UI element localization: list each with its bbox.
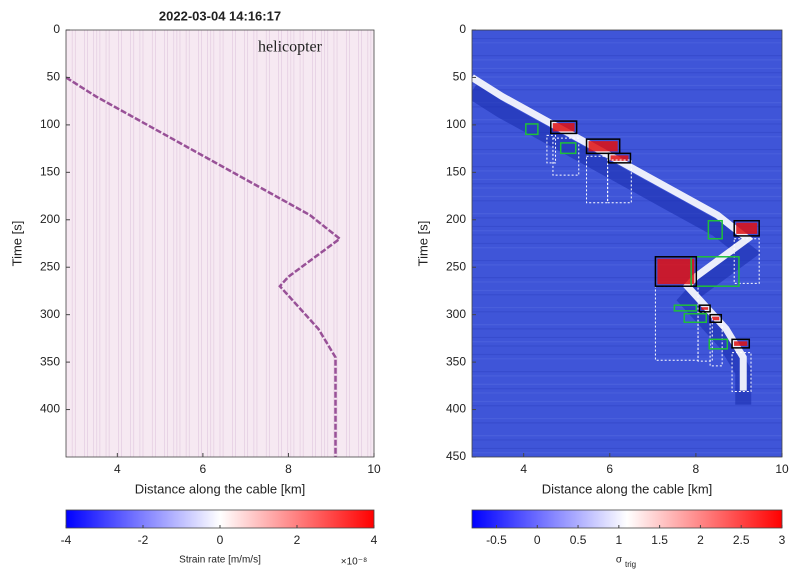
- green-box: [708, 338, 729, 350]
- green-box: [683, 312, 707, 324]
- y-tick-label: 0: [53, 22, 60, 36]
- detection-box: [733, 219, 760, 237]
- heatmap: [472, 30, 782, 457]
- x-tick-label: 8: [693, 462, 700, 476]
- colorbar-tick-label: 0.5: [570, 533, 587, 547]
- green-box: [525, 123, 539, 136]
- detection-box: [654, 256, 698, 287]
- window-box: [697, 312, 713, 362]
- y-tick-label: 150: [446, 165, 466, 179]
- y-tick-label: 200: [446, 212, 466, 226]
- colorbar-tick-label: 1: [615, 533, 622, 547]
- y-tick-label: 400: [40, 402, 60, 416]
- window-box: [546, 134, 557, 164]
- window-box: [733, 238, 760, 284]
- colorbar-tick-label: 0: [217, 533, 224, 547]
- y-tick-label: 150: [40, 165, 60, 179]
- x-tick-label: 4: [114, 462, 121, 476]
- colorbar-tick-label: 1.5: [651, 533, 668, 547]
- hot-spot: [610, 155, 629, 161]
- y-tick-label: 250: [40, 259, 60, 273]
- heatmap: [66, 30, 374, 457]
- x-tick-label: 8: [285, 462, 292, 476]
- track: [66, 76, 342, 457]
- green-box: [707, 219, 723, 240]
- hot-spot: [701, 307, 709, 310]
- green-box: [690, 256, 740, 287]
- y-tick-label: 100: [40, 117, 60, 131]
- hot-spot: [588, 141, 618, 152]
- detection-box: [709, 313, 723, 324]
- detection-box: [698, 304, 711, 313]
- x-tick-label: 10: [775, 462, 789, 476]
- y-axis-label: Time [s]: [9, 221, 24, 267]
- x-axis-label: Distance along the cable [km]: [135, 481, 306, 496]
- x-tick-label: 6: [200, 462, 207, 476]
- y-tick-label: 50: [453, 70, 467, 84]
- window-box: [709, 321, 723, 367]
- axes-frame: [471, 29, 783, 458]
- colorbar-tick-label: 2: [697, 533, 704, 547]
- colorbar-label-subscript: trig: [625, 560, 636, 569]
- y-tick-label: 0: [459, 22, 466, 36]
- colorbar: [471, 509, 783, 529]
- colorbar-tick-label: 2.5: [733, 533, 750, 547]
- x-axis-label: Distance along the cable [km]: [542, 481, 713, 496]
- y-tick-label: 300: [446, 307, 466, 321]
- y-axis-label: Time [s]: [415, 221, 430, 267]
- y-tick-label: 300: [40, 307, 60, 321]
- y-tick-label: 450: [446, 449, 466, 463]
- colorbar-label: σ: [616, 555, 623, 566]
- y-tick-label: 50: [47, 70, 61, 84]
- colorbar-tick-label: -0.5: [486, 533, 507, 547]
- y-tick-label: 350: [446, 354, 466, 368]
- colorbar-tick-label: 4: [371, 533, 378, 547]
- track-shadow: [472, 84, 761, 405]
- green-box: [673, 304, 698, 312]
- colorbar-exponent: ×10⁻⁸: [341, 557, 367, 568]
- y-tick-label: 250: [446, 259, 466, 273]
- x-tick-label: 4: [520, 462, 527, 476]
- hot-spot: [734, 341, 748, 346]
- detection-box: [731, 338, 751, 349]
- y-tick-label: 100: [446, 117, 466, 131]
- colorbar-label: Strain rate [m/m/s]: [179, 555, 261, 566]
- x-tick-label: 10: [367, 462, 381, 476]
- y-tick-label: 400: [446, 402, 466, 416]
- hot-spot: [712, 316, 720, 321]
- window-box: [552, 137, 580, 176]
- green-box: [559, 142, 577, 155]
- detection-box: [550, 120, 578, 135]
- colorbar-tick-label: -2: [138, 533, 149, 547]
- y-tick-label: 350: [40, 354, 60, 368]
- x-tick-label: 6: [606, 462, 613, 476]
- hot-spot: [736, 222, 758, 234]
- colorbar-tick-label: 2: [294, 533, 301, 547]
- hot-spot: [552, 123, 575, 132]
- y-tick-label: 200: [40, 212, 60, 226]
- detection-box: [607, 152, 632, 164]
- colorbar-tick-label: -4: [61, 533, 72, 547]
- detection-box: [585, 138, 621, 155]
- chart-title: 2022-03-04 14:16:17: [159, 8, 281, 23]
- window-box: [731, 352, 752, 393]
- colorbar-tick-label: 0: [534, 533, 541, 547]
- window-box: [607, 159, 632, 204]
- hot-spot: [657, 258, 695, 285]
- colorbar-tick-label: 3: [779, 533, 786, 547]
- annotation: helicopter: [258, 39, 323, 56]
- axes-frame: [65, 29, 375, 458]
